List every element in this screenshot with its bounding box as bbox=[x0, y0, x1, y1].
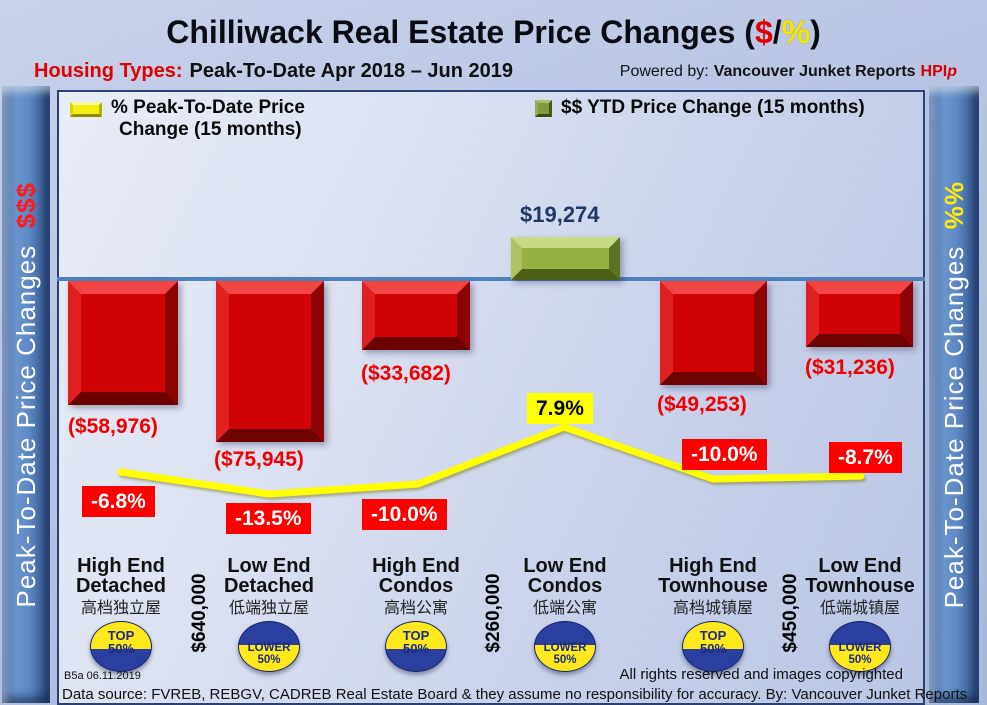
right-axis-label: Peak-To-Date Price Changes %% bbox=[939, 181, 970, 608]
value-label-low-end-condos: $19,274 bbox=[520, 202, 600, 227]
left-axis-dollars: $$$ bbox=[10, 181, 41, 229]
benchmark-price-detached: $640,000 bbox=[189, 573, 210, 653]
category-name: Low End Detached bbox=[223, 555, 315, 597]
badge-label: TOP bbox=[699, 628, 727, 643]
benchmark-price-townhouse: $450,000 bbox=[780, 573, 801, 653]
date-range-label: Peak-To-Date Apr 2018 – Jun 2019 bbox=[189, 60, 514, 82]
copyright-notice: All rights reserved and images copyright… bbox=[619, 666, 903, 683]
legend-percent-line2: Change (15 months) bbox=[119, 119, 302, 140]
pct-label-low-end-condos: 7.9% bbox=[527, 393, 593, 424]
value-label-low-end-detached: ($75,945) bbox=[214, 448, 304, 471]
version-stamp: B5a 06.11.2019 bbox=[64, 670, 141, 682]
pct-label-high-end-detached: -6.8% bbox=[82, 486, 155, 517]
subtitle: Housing Types: Peak-To-Date Apr 2018 – Ju… bbox=[34, 60, 513, 83]
category-name-chinese: 低端公寓 bbox=[532, 598, 597, 617]
legend-item-percent: % Peak-To-Date Price Change (15 months) bbox=[70, 97, 305, 141]
category-low-end-condos: Low End Condos 低端公寓 LOWER 50% bbox=[492, 556, 638, 672]
badge-pct: 50% bbox=[699, 641, 727, 656]
pct-label-low-end-townhouse: -8.7% bbox=[829, 442, 902, 473]
top-50-badge: TOP 50% bbox=[90, 621, 152, 672]
category-name: Low End Condos bbox=[523, 555, 607, 597]
value-label-high-end-detached: ($58,976) bbox=[68, 415, 158, 438]
badge-label: LOWER bbox=[247, 642, 291, 654]
category-name-chinese: 低端城镇屋 bbox=[819, 598, 900, 617]
bar-high-end-detached bbox=[68, 281, 178, 405]
hpi-label: HPI bbox=[920, 63, 948, 80]
value-label-high-end-condos: ($33,682) bbox=[361, 362, 451, 385]
zero-baseline bbox=[57, 277, 925, 281]
powered-by: Powered by: Vancouver Junket Reports HPIp bbox=[620, 63, 957, 81]
badge-label: LOWER bbox=[838, 642, 882, 654]
category-low-end-townhouse: Low End Townhouse 低端城镇屋 LOWER 50% bbox=[787, 556, 933, 672]
powered-prefix: Powered by: bbox=[619, 63, 709, 80]
green-square-legend-icon bbox=[535, 100, 552, 117]
category-high-end-detached: High End Detached 高档独立屋 TOP 50% bbox=[48, 556, 194, 672]
badge-pct: 50% bbox=[107, 641, 135, 656]
value-label-low-end-townhouse: ($31,236) bbox=[805, 356, 895, 379]
badge-pct: 50% bbox=[848, 654, 872, 666]
title-close-paren: ) bbox=[810, 14, 821, 50]
lower-50-badge: LOWER 50% bbox=[534, 621, 596, 672]
category-name: Low End Townhouse bbox=[805, 555, 915, 597]
lower-50-badge: LOWER 50% bbox=[829, 621, 891, 672]
legend-percent-line1: % Peak-To-Date Price bbox=[111, 97, 305, 118]
right-axis-bar: Peak-To-Date Price Changes %% bbox=[929, 86, 979, 703]
badge-pct: 50% bbox=[402, 641, 430, 656]
pct-label-high-end-townhouse: -10.0% bbox=[682, 439, 767, 470]
legend-dollar-label: $$ YTD Price Change (15 months) bbox=[561, 97, 865, 118]
left-axis-label: Peak-To-Date Price Changes $$$ bbox=[11, 182, 42, 608]
yellow-bar-legend-icon bbox=[70, 102, 102, 117]
category-name: High End Detached bbox=[75, 555, 167, 597]
bar-low-end-townhouse bbox=[806, 281, 913, 347]
value-label-high-end-townhouse: ($49,253) bbox=[657, 393, 747, 416]
benchmark-price-condos: $260,000 bbox=[483, 573, 504, 653]
lower-50-badge: LOWER 50% bbox=[238, 621, 300, 672]
badge-pct: 50% bbox=[553, 654, 577, 666]
hpi-p-label: p bbox=[947, 63, 957, 80]
legend-item-dollar: $$ YTD Price Change (15 months) bbox=[535, 97, 865, 119]
category-low-end-detached: Low End Detached 低端独立屋 LOWER 50% bbox=[196, 556, 342, 672]
legend-percent-label: % Peak-To-Date Price Change (15 months) bbox=[111, 97, 305, 141]
title-text: Chilliwack Real Estate Price Changes ( bbox=[166, 14, 755, 50]
badge-label: TOP bbox=[402, 628, 430, 643]
left-axis-bar: Peak-To-Date Price Changes $$$ bbox=[2, 86, 50, 703]
bar-low-end-detached bbox=[216, 281, 324, 442]
data-source-note: Data source: FVREB, REBGV, CADREB Real E… bbox=[62, 686, 968, 703]
top-50-badge: TOP 50% bbox=[385, 621, 447, 672]
badge-label: LOWER bbox=[543, 642, 587, 654]
title-percent-accent: % bbox=[781, 14, 811, 50]
category-name-chinese: 高档独立屋 bbox=[80, 598, 161, 617]
pct-label-high-end-condos: -10.0% bbox=[362, 499, 447, 530]
category-high-end-condos: High End Condos 高档公寓 TOP 50% bbox=[343, 556, 489, 672]
bar-high-end-condos bbox=[362, 281, 470, 350]
title-slash: / bbox=[772, 14, 782, 50]
bar-high-end-townhouse bbox=[660, 281, 767, 385]
category-name-chinese: 低端独立屋 bbox=[228, 598, 309, 617]
left-axis-text: Peak-To-Date Price Changes bbox=[10, 244, 41, 608]
title-dollar-accent: $ bbox=[754, 14, 773, 50]
brand-name: Vancouver Junket Reports bbox=[713, 63, 916, 80]
page-title: Chilliwack Real Estate Price Changes ($/… bbox=[0, 14, 987, 51]
right-axis-text: Peak-To-Date Price Changes bbox=[938, 245, 969, 609]
pct-label-low-end-detached: -13.5% bbox=[226, 503, 311, 534]
badge-label: TOP bbox=[107, 628, 135, 643]
category-high-end-townhouse: High End Townhouse 高档城镇屋 TOP 50% bbox=[640, 556, 786, 672]
housing-types-label: Housing Types: bbox=[34, 60, 183, 82]
category-name: High End Townhouse bbox=[658, 555, 768, 597]
category-name-chinese: 高档公寓 bbox=[383, 598, 448, 617]
chart-plot-area bbox=[57, 90, 925, 705]
bar-low-end-condos bbox=[511, 237, 620, 280]
right-axis-percent: %% bbox=[938, 180, 969, 230]
badge-pct: 50% bbox=[257, 654, 281, 666]
category-name-chinese: 高档城镇屋 bbox=[672, 598, 753, 617]
top-50-badge: TOP 50% bbox=[682, 621, 744, 672]
category-name: High End Condos bbox=[372, 555, 460, 597]
